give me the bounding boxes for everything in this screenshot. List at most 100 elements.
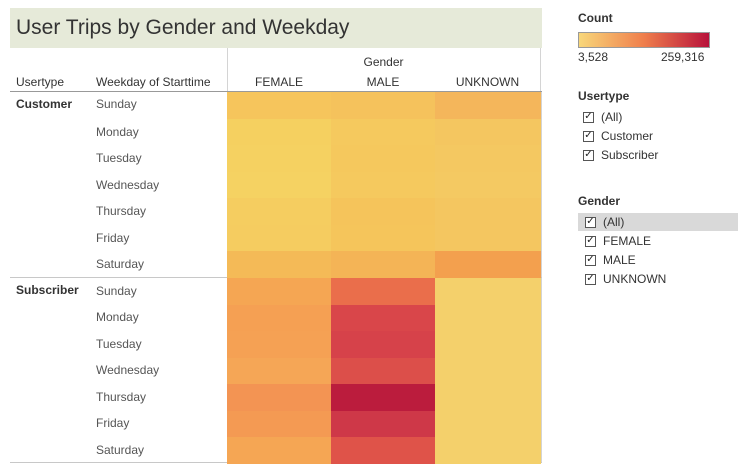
heatmap-cell-customer-wednesday-female[interactable] <box>227 172 331 198</box>
checkbox-icon[interactable]: ✓ <box>583 149 594 161</box>
heatmap-cell-subscriber-thursday-unknown[interactable] <box>435 384 541 411</box>
legend-max-label: 259,316 <box>661 50 705 64</box>
usertype-filter-subscriber[interactable]: ✓ Subscriber <box>583 146 658 164</box>
checkbox-icon[interactable]: ✓ <box>583 111 594 123</box>
heatmap-cell-subscriber-tuesday-unknown[interactable] <box>435 331 541 358</box>
heatmap-cell-customer-friday-female[interactable] <box>227 225 331 251</box>
row-label-customer-tuesday: Tuesday <box>96 151 142 165</box>
heatmap-cell-subscriber-saturday-unknown[interactable] <box>435 437 541 464</box>
row-label-customer-saturday: Saturday <box>96 257 145 271</box>
heatmap-cell-customer-thursday-female[interactable] <box>227 198 331 225</box>
group-label-subscriber: Subscriber <box>16 283 79 297</box>
heatmap-cell-customer-saturday-unknown[interactable] <box>435 251 541 278</box>
row-label-customer-monday: Monday <box>96 125 139 139</box>
heatmap-cell-subscriber-tuesday-male[interactable] <box>331 331 435 358</box>
heatmap-cell-subscriber-wednesday-female[interactable] <box>227 358 331 384</box>
heatmap-cell-customer-sunday-female[interactable] <box>227 92 331 119</box>
row-label-subscriber-wednesday: Wednesday <box>96 363 160 377</box>
heatmap-cell-subscriber-wednesday-unknown[interactable] <box>435 358 541 384</box>
row-label-subscriber-thursday: Thursday <box>96 390 147 404</box>
check-icon: ✓ <box>584 130 593 141</box>
heatmap-cell-subscriber-thursday-female[interactable] <box>227 384 331 411</box>
filter-label: Subscriber <box>601 148 659 162</box>
checkbox-icon[interactable]: ✓ <box>585 273 596 285</box>
check-icon: ✓ <box>584 111 593 122</box>
checkbox-icon[interactable]: ✓ <box>585 235 596 247</box>
row-label-customer-friday: Friday <box>96 231 130 245</box>
heatmap-cell-subscriber-sunday-female[interactable] <box>227 278 331 305</box>
title-bar: User Trips by Gender and Weekday <box>10 8 542 48</box>
row-label-subscriber-sunday: Sunday <box>96 284 137 298</box>
checkbox-icon[interactable]: ✓ <box>583 130 594 142</box>
heatmap-cell-customer-sunday-unknown[interactable] <box>435 92 541 119</box>
heatmap-cell-subscriber-friday-female[interactable] <box>227 411 331 437</box>
filter-label: (All) <box>601 110 623 124</box>
heatmap-cell-subscriber-saturday-male[interactable] <box>331 437 435 464</box>
group-label-customer: Customer <box>16 97 73 111</box>
checkbox-icon[interactable]: ✓ <box>585 254 596 266</box>
heatmap-cell-customer-thursday-unknown[interactable] <box>435 198 541 225</box>
header-divider-right <box>540 48 541 91</box>
heatmap-cell-subscriber-wednesday-male[interactable] <box>331 358 435 384</box>
check-icon: ✓ <box>584 149 593 160</box>
usertype-filter-customer[interactable]: ✓ Customer <box>583 127 653 145</box>
legend-title: Count <box>578 11 613 25</box>
heatmap-cell-customer-saturday-female[interactable] <box>227 251 331 278</box>
table-right-border <box>541 91 542 462</box>
heatmap-cell-subscriber-sunday-male[interactable] <box>331 278 435 305</box>
filter-label: Customer <box>601 129 654 143</box>
header-bottom-line <box>10 91 542 92</box>
heatmap-cell-subscriber-monday-male[interactable] <box>331 305 435 331</box>
weekday-header: Weekday of Starttime <box>96 75 211 89</box>
heatmap-cell-subscriber-tuesday-female[interactable] <box>227 331 331 358</box>
row-label-subscriber-tuesday: Tuesday <box>96 337 142 351</box>
heatmap-cell-customer-friday-male[interactable] <box>331 225 435 251</box>
checkbox-icon[interactable]: ✓ <box>585 216 596 228</box>
heatmap-cell-subscriber-saturday-female[interactable] <box>227 437 331 464</box>
heatmap-cell-subscriber-monday-female[interactable] <box>227 305 331 331</box>
check-icon: ✓ <box>586 273 595 284</box>
heatmap-cell-customer-wednesday-unknown[interactable] <box>435 172 541 198</box>
heatmap-cell-customer-monday-female[interactable] <box>227 119 331 145</box>
gender-filter-male[interactable]: ✓ MALE <box>585 251 636 269</box>
heatmap-cell-customer-monday-male[interactable] <box>331 119 435 145</box>
heatmap-cell-subscriber-monday-unknown[interactable] <box>435 305 541 331</box>
usertype-filter-all[interactable]: ✓ (All) <box>583 108 622 126</box>
heatmap-cell-subscriber-friday-unknown[interactable] <box>435 411 541 437</box>
gender-filter-title: Gender <box>578 194 621 208</box>
heatmap-cell-customer-monday-unknown[interactable] <box>435 119 541 145</box>
page-title: User Trips by Gender and Weekday <box>16 16 350 39</box>
row-label-subscriber-monday: Monday <box>96 310 139 324</box>
row-label-customer-wednesday: Wednesday <box>96 178 160 192</box>
heatmap-cell-customer-tuesday-unknown[interactable] <box>435 145 541 172</box>
column-header-unknown[interactable]: UNKNOWN <box>455 75 520 89</box>
heatmap-cell-customer-tuesday-female[interactable] <box>227 145 331 172</box>
filter-label: UNKNOWN <box>603 272 667 286</box>
check-icon: ✓ <box>586 216 595 227</box>
heatmap-cell-customer-sunday-male[interactable] <box>331 92 435 119</box>
column-header-female[interactable]: FEMALE <box>254 75 303 89</box>
heatmap-cell-customer-tuesday-male[interactable] <box>331 145 435 172</box>
usertype-header: Usertype <box>16 75 65 89</box>
heatmap-cell-customer-friday-unknown[interactable] <box>435 225 541 251</box>
color-legend-bar <box>578 32 710 48</box>
check-icon: ✓ <box>586 254 595 265</box>
row-label-customer-thursday: Thursday <box>96 204 147 218</box>
legend-min-label: 3,528 <box>578 50 609 64</box>
gender-filter-unknown[interactable]: ✓ UNKNOWN <box>585 270 666 288</box>
heatmap-cell-subscriber-sunday-unknown[interactable] <box>435 278 541 305</box>
header-divider-left <box>227 48 228 91</box>
gender-filter-all[interactable]: ✓ (All) <box>578 213 738 231</box>
row-label-subscriber-saturday: Saturday <box>96 443 145 457</box>
gender-filter-female[interactable]: ✓ FEMALE <box>585 232 651 250</box>
heatmap-cell-customer-thursday-male[interactable] <box>331 198 435 225</box>
column-header-male[interactable]: MALE <box>366 75 400 89</box>
heatmap-cell-customer-wednesday-male[interactable] <box>331 172 435 198</box>
filter-label: MALE <box>603 253 636 267</box>
row-label-customer-sunday: Sunday <box>96 97 137 111</box>
heatmap-cell-subscriber-friday-male[interactable] <box>331 411 435 437</box>
heatmap-cell-subscriber-thursday-male[interactable] <box>331 384 435 411</box>
filter-label: (All) <box>603 215 625 229</box>
gender-header: Gender <box>363 55 404 69</box>
heatmap-cell-customer-saturday-male[interactable] <box>331 251 435 278</box>
